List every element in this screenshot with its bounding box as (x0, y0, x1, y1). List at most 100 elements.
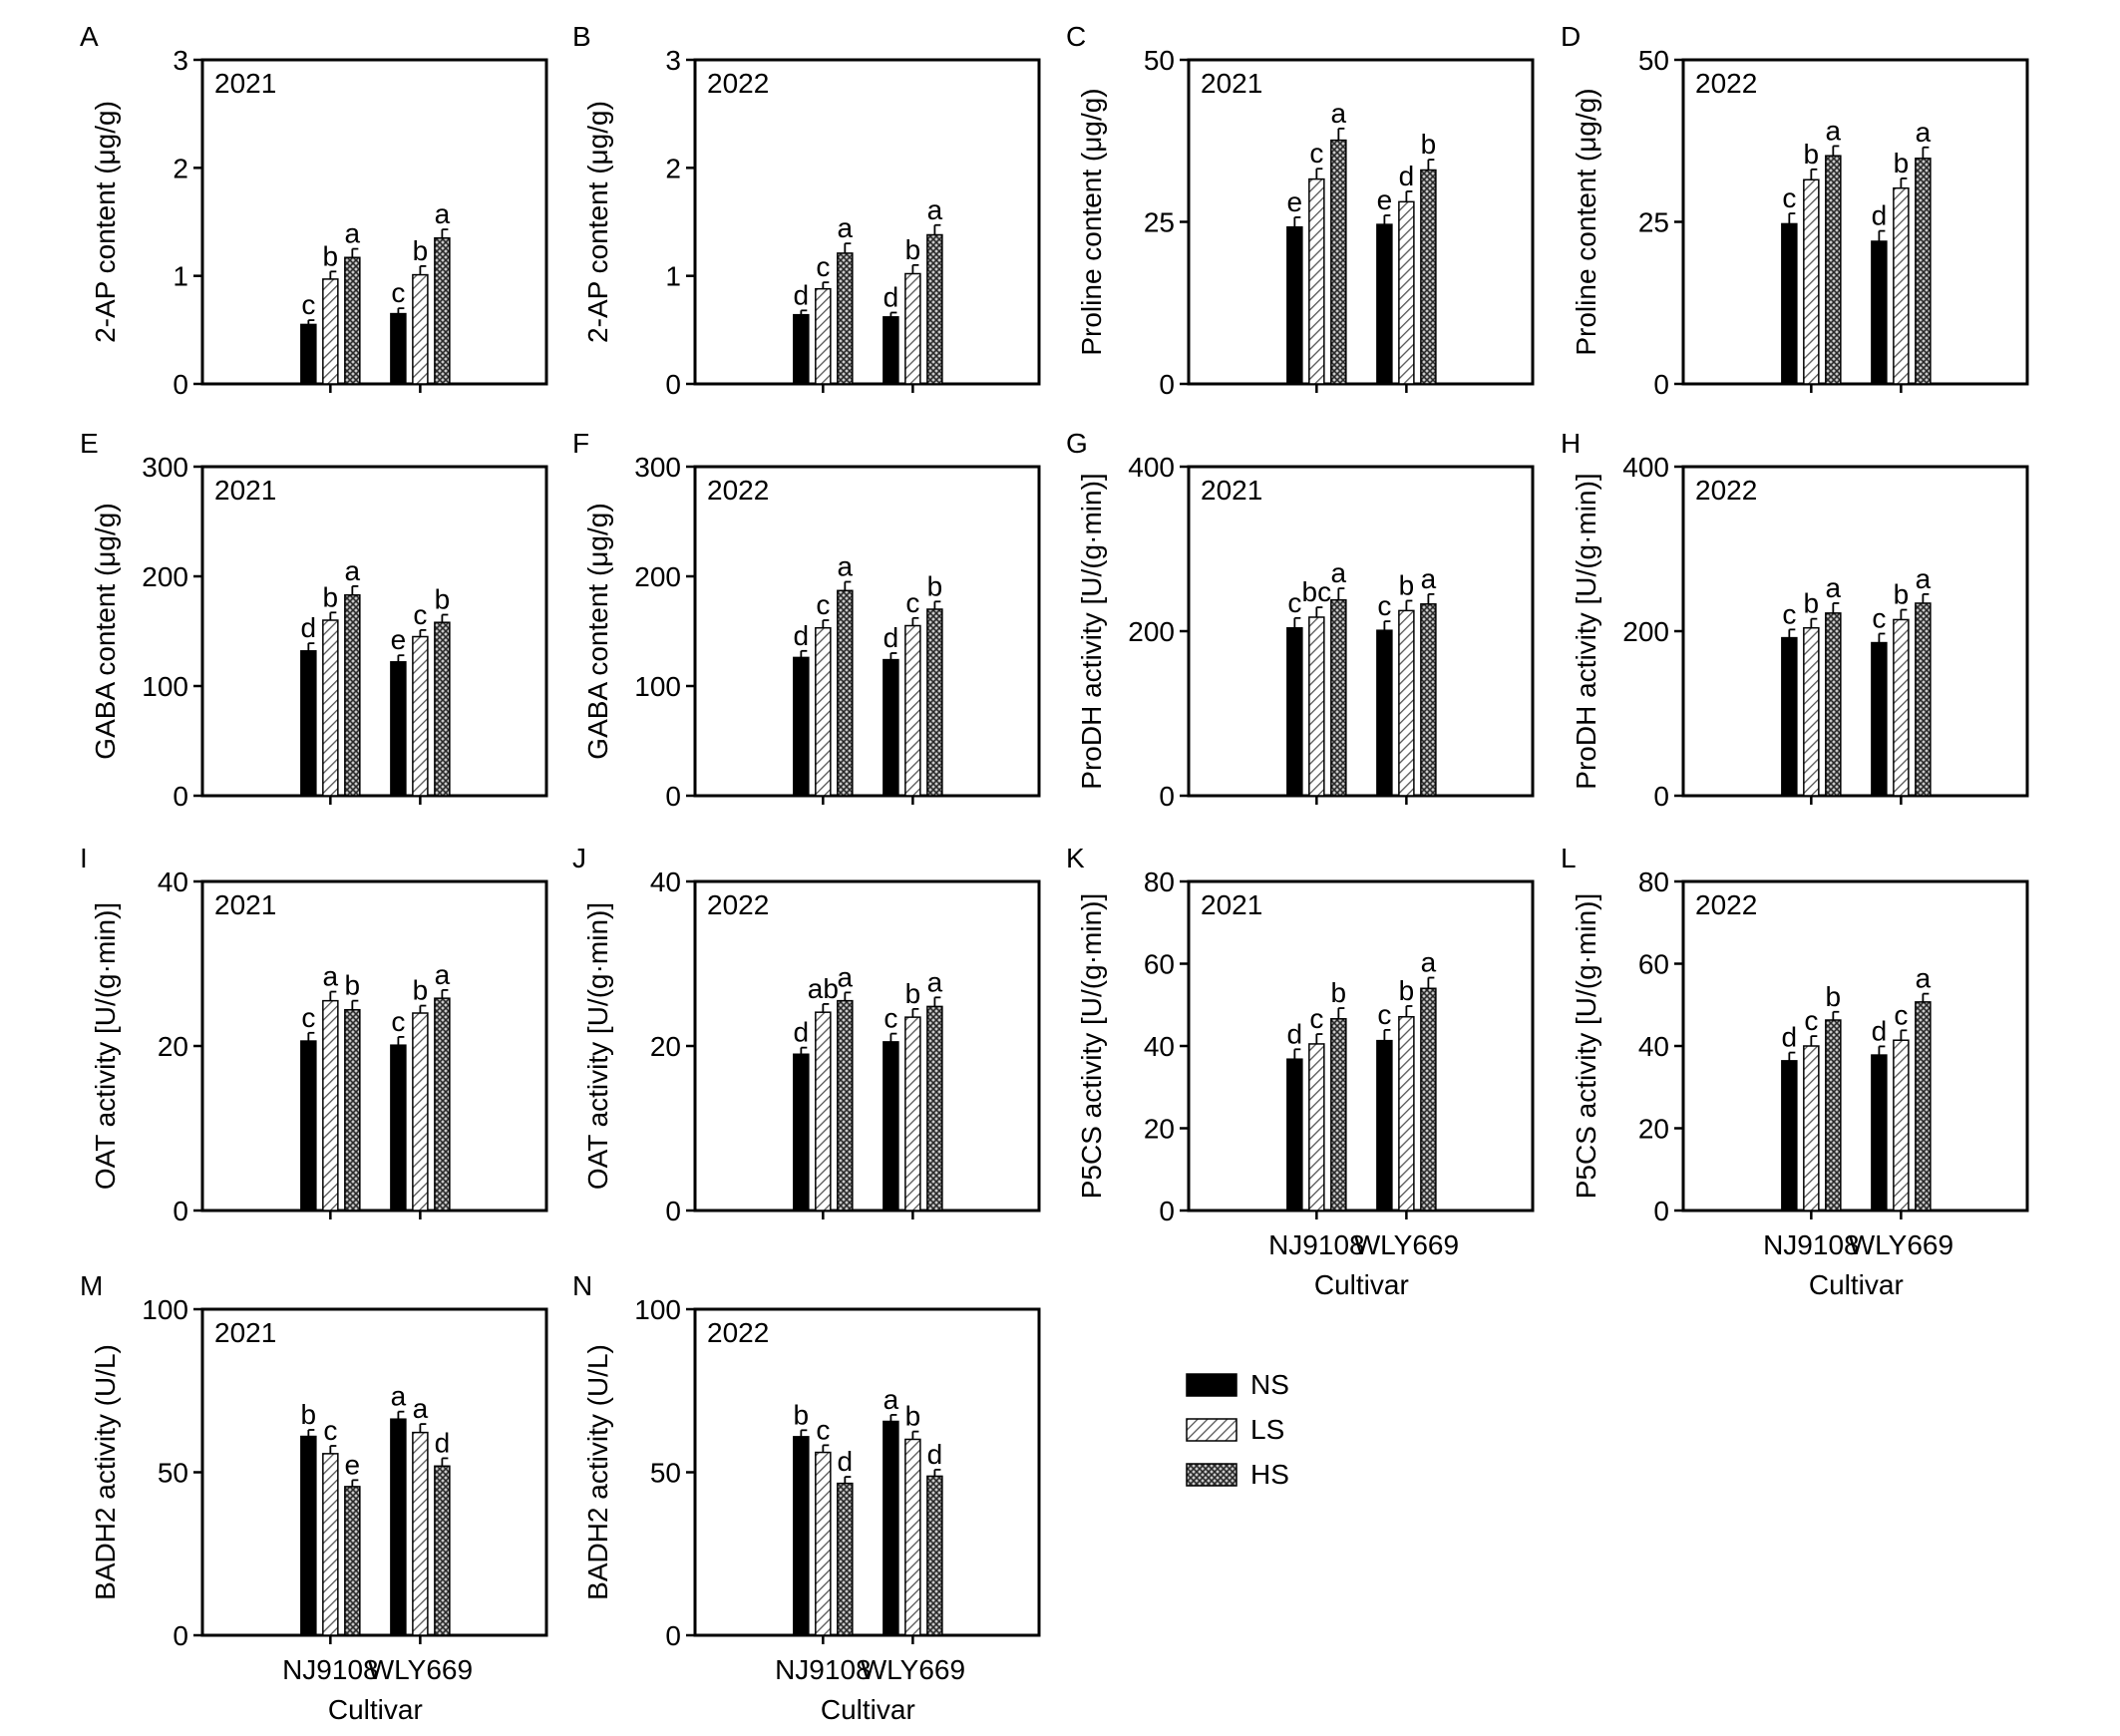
significance-letter: b (1399, 975, 1415, 1006)
significance-letter: d (838, 1446, 854, 1477)
significance-letter: a (883, 1384, 899, 1415)
significance-letter: b (1804, 588, 1820, 619)
bar-ns (1871, 1054, 1888, 1212)
bar-hs (1420, 603, 1437, 797)
y-tick-label: 0 (173, 1620, 188, 1651)
panel-letter: E (80, 428, 99, 459)
y-axis-label: OAT activity [U/(g·min)] (90, 902, 121, 1190)
y-tick-label: 20 (1144, 1114, 1175, 1145)
bar-ls (904, 1438, 921, 1636)
y-axis-label: P5CS activity [U/(g·min)] (1571, 893, 1601, 1200)
bar-hs (837, 252, 854, 385)
y-tick-label: 300 (142, 452, 188, 483)
plot-frame (693, 465, 1041, 798)
y-axis-label: Proline content (μg/g) (1076, 88, 1107, 355)
bar-ls (1308, 1043, 1325, 1212)
bar-ls (412, 1012, 429, 1212)
y-tick-label: 0 (665, 369, 681, 400)
y-tick-label: 0 (1159, 1196, 1175, 1226)
significance-letter: c (413, 599, 427, 630)
legend-swatch-ns (1186, 1373, 1237, 1397)
y-tick-label: 100 (634, 1294, 681, 1325)
year-label: 2021 (1201, 475, 1262, 506)
bar-hs (837, 589, 854, 797)
significance-letter: a (1421, 947, 1437, 978)
x-tick-label: NJ9108 (1268, 1229, 1365, 1260)
bar-ns (883, 658, 899, 797)
year-label: 2022 (707, 68, 769, 99)
x-tick-label: WLY669 (1849, 1229, 1953, 1260)
y-tick-label: 0 (1653, 1196, 1669, 1226)
y-tick-label: 1 (665, 261, 681, 292)
legend-swatch-hs (1186, 1463, 1237, 1487)
y-axis-label: OAT activity [U/(g·min)] (582, 902, 613, 1190)
year-label: 2021 (1201, 889, 1262, 920)
significance-letter: b (413, 975, 429, 1006)
bar-hs (344, 1486, 361, 1636)
y-tick-label: 40 (1638, 1031, 1669, 1062)
significance-letter: b (323, 240, 339, 271)
significance-letter: e (391, 624, 407, 655)
significance-letter: a (345, 555, 361, 586)
bar-ns (1376, 629, 1393, 797)
x-tick-label: WLY669 (1354, 1229, 1459, 1260)
bar-hs (1915, 602, 1932, 797)
x-tick-label: NJ9108 (775, 1654, 872, 1685)
significance-letter: a (838, 212, 854, 243)
bar-ls (322, 278, 339, 385)
significance-letter: a (927, 194, 943, 225)
bar-ls (1893, 1039, 1910, 1212)
y-axis-label: GABA content (μg/g) (90, 503, 121, 759)
significance-letter: a (838, 551, 854, 582)
bar-ls (412, 635, 429, 797)
y-tick-label: 80 (1638, 867, 1669, 897)
bar-hs (926, 1005, 943, 1212)
significance-letter: a (435, 959, 451, 990)
x-axis-label: Cultivar (1809, 1269, 1904, 1300)
bar-ns (1286, 225, 1303, 385)
bar-ns (1781, 1060, 1798, 1212)
legend-label-ls: LS (1250, 1414, 1284, 1445)
y-tick-label: 0 (1159, 781, 1175, 812)
significance-letter: b (345, 970, 361, 1001)
bar-hs (1915, 1001, 1932, 1212)
significance-letter: c (816, 589, 830, 620)
bar-ns (390, 1044, 407, 1212)
significance-letter: b (1894, 579, 1910, 610)
significance-letter: b (927, 570, 943, 601)
bar-ls (815, 626, 832, 797)
plot-frame (200, 1307, 548, 1637)
significance-letter: ab (808, 973, 839, 1004)
significance-letter: d (794, 1017, 810, 1048)
bar-ns (1286, 1058, 1303, 1212)
legend-label-hs: HS (1250, 1459, 1289, 1490)
significance-letter: a (413, 1393, 429, 1424)
bar-hs (344, 593, 361, 797)
bar-ns (883, 1420, 899, 1636)
panel-letter: D (1561, 21, 1581, 52)
significance-letter: b (1894, 148, 1910, 178)
y-tick-label: 40 (158, 867, 188, 897)
y-tick-label: 25 (1638, 207, 1669, 238)
bar-ns (1781, 222, 1798, 385)
x-axis-label: Cultivar (328, 1694, 423, 1725)
significance-letter: c (301, 1002, 315, 1033)
bar-hs (1825, 612, 1842, 797)
significance-letter: b (323, 581, 339, 612)
bar-ls (1398, 200, 1415, 385)
y-tick-label: 50 (158, 1458, 188, 1489)
significance-letter: d (794, 620, 810, 651)
bar-hs (926, 233, 943, 385)
bar-hs (1825, 1019, 1842, 1212)
y-tick-label: 300 (634, 452, 681, 483)
significance-letter: c (1287, 587, 1301, 618)
bar-hs (1825, 155, 1842, 385)
bar-ns (390, 1418, 407, 1636)
significance-letter: a (1421, 563, 1437, 594)
significance-letter: d (794, 279, 810, 310)
plot-frame (200, 879, 548, 1213)
panel-k: K 2021 0 20 40 60 80 P5CS activity [U/(g·min)] d… (1066, 843, 1535, 1300)
